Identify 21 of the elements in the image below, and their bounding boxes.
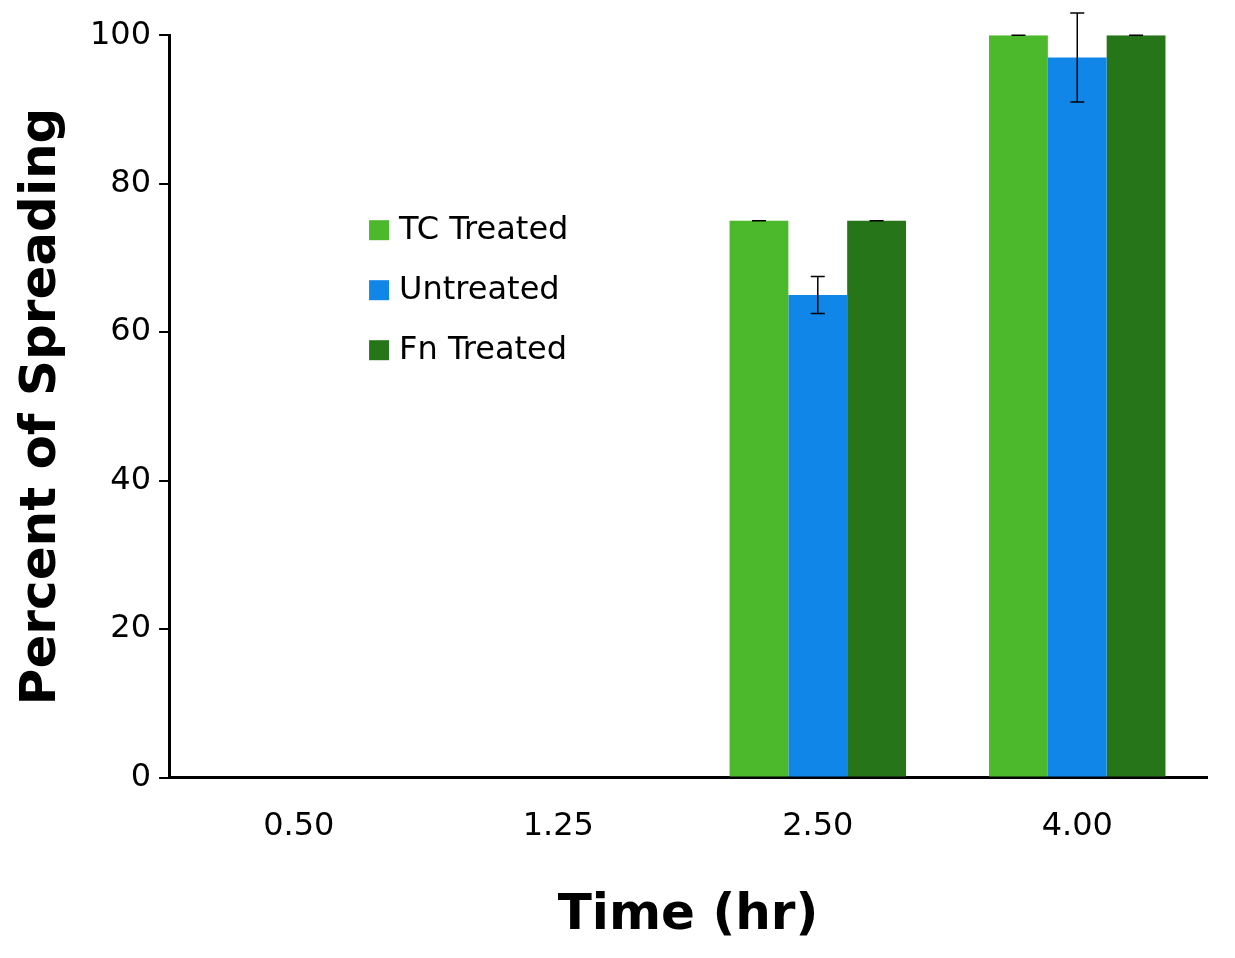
bar <box>1106 35 1166 777</box>
bar <box>989 35 1048 777</box>
y-tick-label: 100 <box>90 13 152 52</box>
x-tick-label: 0.50 <box>263 805 335 844</box>
y-tick-label: 0 <box>130 755 152 794</box>
bar <box>788 295 848 777</box>
y-tick-label: 40 <box>110 458 152 497</box>
bar <box>847 220 906 777</box>
legend-label: Fn Treated <box>399 328 568 367</box>
bar <box>1047 57 1107 777</box>
legend-label: Untreated <box>399 268 560 307</box>
x-tick-label: 2.50 <box>782 805 854 844</box>
y-tick-label: 60 <box>110 310 152 349</box>
x-axis-title: Time (hr) <box>557 882 819 941</box>
y-tick-label: 20 <box>110 607 152 646</box>
x-tick-label: 4.00 <box>1041 805 1113 844</box>
y-axis-title: Percent of Spreading <box>8 107 67 706</box>
y-tick-label: 80 <box>110 161 152 200</box>
legend-label: TC Treated <box>398 208 569 247</box>
x-tick-label: 1.25 <box>522 805 594 844</box>
bar <box>729 220 789 777</box>
